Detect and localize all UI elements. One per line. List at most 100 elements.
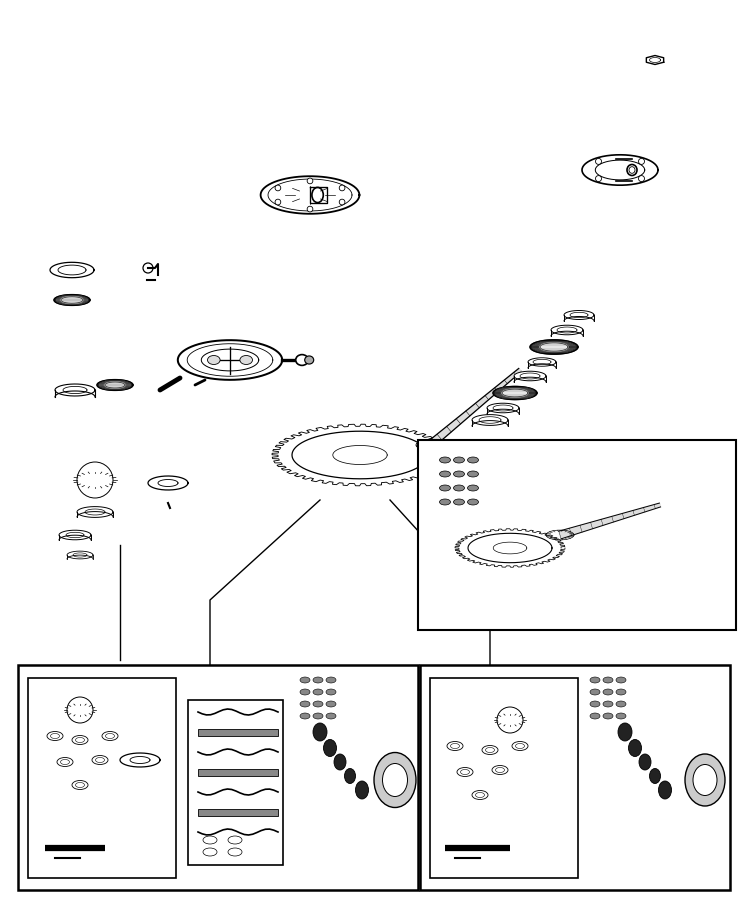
Ellipse shape bbox=[57, 758, 73, 767]
Ellipse shape bbox=[374, 752, 416, 807]
Polygon shape bbox=[272, 424, 448, 486]
Polygon shape bbox=[479, 417, 501, 423]
Ellipse shape bbox=[439, 485, 451, 491]
Ellipse shape bbox=[439, 471, 451, 477]
Ellipse shape bbox=[96, 758, 104, 762]
Polygon shape bbox=[59, 530, 91, 540]
Polygon shape bbox=[292, 431, 428, 479]
Circle shape bbox=[639, 176, 645, 182]
Ellipse shape bbox=[627, 165, 637, 176]
Ellipse shape bbox=[72, 735, 88, 744]
Polygon shape bbox=[61, 297, 83, 303]
Ellipse shape bbox=[512, 742, 528, 751]
Polygon shape bbox=[63, 386, 87, 393]
Bar bbox=[28, 678, 176, 878]
Ellipse shape bbox=[516, 743, 525, 749]
Polygon shape bbox=[570, 312, 588, 318]
Polygon shape bbox=[530, 340, 578, 355]
Polygon shape bbox=[539, 342, 569, 352]
Ellipse shape bbox=[296, 355, 308, 365]
Ellipse shape bbox=[472, 790, 488, 799]
Polygon shape bbox=[73, 553, 87, 557]
Ellipse shape bbox=[603, 701, 613, 707]
Ellipse shape bbox=[468, 471, 479, 477]
Ellipse shape bbox=[326, 701, 336, 707]
Polygon shape bbox=[487, 403, 519, 413]
Polygon shape bbox=[54, 294, 90, 305]
Ellipse shape bbox=[345, 769, 356, 784]
Polygon shape bbox=[55, 384, 95, 396]
Ellipse shape bbox=[324, 740, 336, 757]
Ellipse shape bbox=[603, 677, 613, 683]
Circle shape bbox=[275, 199, 281, 205]
Ellipse shape bbox=[313, 689, 323, 695]
Ellipse shape bbox=[439, 457, 451, 463]
Ellipse shape bbox=[482, 745, 498, 754]
Bar bbox=[420, 665, 730, 890]
Polygon shape bbox=[105, 382, 125, 388]
Polygon shape bbox=[528, 358, 556, 366]
Ellipse shape bbox=[76, 737, 84, 742]
Polygon shape bbox=[58, 266, 86, 274]
Bar bbox=[430, 678, 578, 878]
Ellipse shape bbox=[312, 187, 323, 202]
Ellipse shape bbox=[590, 713, 600, 719]
Ellipse shape bbox=[50, 734, 59, 739]
Ellipse shape bbox=[313, 723, 327, 741]
Ellipse shape bbox=[356, 781, 368, 799]
Polygon shape bbox=[468, 534, 552, 562]
Ellipse shape bbox=[453, 499, 465, 505]
Ellipse shape bbox=[228, 848, 242, 856]
Circle shape bbox=[596, 158, 602, 165]
Ellipse shape bbox=[468, 457, 479, 463]
Polygon shape bbox=[85, 509, 105, 515]
Bar bbox=[418, 440, 736, 630]
Polygon shape bbox=[520, 373, 540, 379]
Circle shape bbox=[339, 185, 345, 191]
Ellipse shape bbox=[603, 689, 613, 695]
Polygon shape bbox=[261, 176, 359, 214]
Ellipse shape bbox=[468, 499, 479, 505]
Polygon shape bbox=[66, 532, 84, 537]
Polygon shape bbox=[582, 155, 658, 185]
Ellipse shape bbox=[92, 755, 108, 764]
Circle shape bbox=[596, 176, 602, 182]
Ellipse shape bbox=[476, 793, 485, 797]
Ellipse shape bbox=[492, 766, 508, 775]
Polygon shape bbox=[493, 405, 513, 411]
Polygon shape bbox=[557, 327, 577, 333]
Ellipse shape bbox=[105, 734, 115, 739]
Polygon shape bbox=[130, 757, 150, 763]
Polygon shape bbox=[60, 296, 84, 303]
Ellipse shape bbox=[685, 754, 725, 806]
Ellipse shape bbox=[616, 677, 626, 683]
Polygon shape bbox=[493, 386, 537, 400]
Polygon shape bbox=[120, 753, 160, 767]
Ellipse shape bbox=[61, 760, 70, 764]
Bar bbox=[188, 700, 283, 865]
Ellipse shape bbox=[616, 689, 626, 695]
Ellipse shape bbox=[460, 770, 470, 775]
Ellipse shape bbox=[451, 743, 459, 749]
Polygon shape bbox=[104, 382, 126, 388]
Ellipse shape bbox=[468, 485, 479, 491]
Ellipse shape bbox=[76, 782, 84, 788]
Bar bbox=[198, 809, 278, 816]
Ellipse shape bbox=[496, 768, 505, 772]
Ellipse shape bbox=[228, 836, 242, 844]
Ellipse shape bbox=[326, 677, 336, 683]
Ellipse shape bbox=[326, 689, 336, 695]
Ellipse shape bbox=[300, 713, 310, 719]
Polygon shape bbox=[148, 476, 188, 490]
Circle shape bbox=[308, 206, 313, 211]
Polygon shape bbox=[540, 343, 568, 351]
Ellipse shape bbox=[300, 689, 310, 695]
Polygon shape bbox=[310, 187, 327, 202]
Ellipse shape bbox=[313, 713, 323, 719]
Ellipse shape bbox=[590, 689, 600, 695]
Ellipse shape bbox=[628, 740, 642, 757]
Ellipse shape bbox=[603, 713, 613, 719]
Ellipse shape bbox=[300, 701, 310, 707]
Ellipse shape bbox=[650, 769, 660, 784]
Ellipse shape bbox=[485, 748, 494, 752]
